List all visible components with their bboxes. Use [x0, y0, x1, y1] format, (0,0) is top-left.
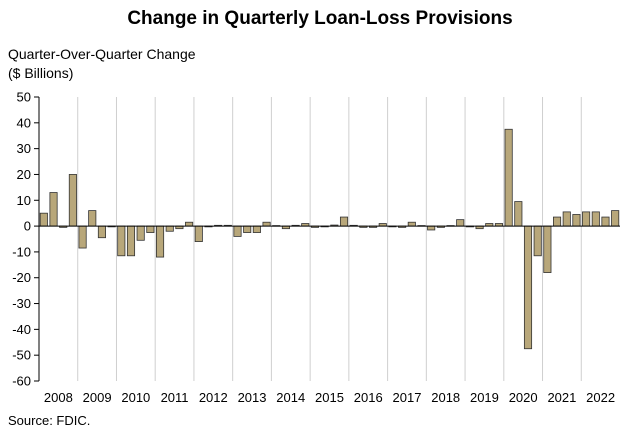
bar: [68, 174, 77, 227]
bar: [553, 216, 562, 227]
x-tick-label: 2019: [470, 390, 499, 405]
x-tick-label: 2011: [161, 390, 189, 405]
y-tick-label: 0: [24, 219, 31, 234]
y-tick-label: -50: [12, 348, 31, 363]
x-tick-label: 2015: [315, 390, 344, 405]
bar-layer: [39, 128, 620, 350]
x-tick-label: 2013: [238, 390, 267, 405]
x-tick-label: 2008: [44, 390, 73, 405]
y-tick-label: 50: [17, 90, 31, 105]
y-tick-label: -30: [12, 296, 31, 311]
bar: [155, 225, 165, 258]
y-tick-label: 40: [17, 115, 31, 130]
bar: [611, 210, 620, 227]
bar: [136, 225, 145, 241]
y-tick-label: 30: [17, 141, 31, 156]
y-tick-label: -60: [12, 374, 31, 389]
bar: [78, 225, 87, 249]
y-axis-label-line-1: Quarter-Over-Quarter Change: [8, 46, 196, 62]
bar: [543, 225, 552, 273]
bar: [39, 212, 48, 227]
x-tick-label: 2016: [354, 390, 383, 405]
bar: [562, 211, 571, 227]
y-tick-label: -40: [12, 322, 31, 337]
y-tick-label: -20: [12, 270, 31, 285]
bar: [339, 216, 349, 227]
bar: [88, 210, 97, 227]
bar: [126, 225, 136, 257]
bar: [523, 225, 533, 350]
x-tick-label: 2017: [393, 390, 422, 405]
bar: [49, 192, 58, 227]
bar: [427, 225, 436, 231]
bar: [165, 225, 174, 232]
bar: [252, 225, 261, 233]
bar: [504, 128, 513, 227]
x-tick-label: 2021: [547, 390, 576, 405]
bar: [572, 214, 581, 227]
x-tick-label: 2020: [509, 390, 538, 405]
bar: [243, 225, 252, 233]
grid-layer: [77, 97, 582, 381]
y-tick-label: -10: [12, 244, 31, 259]
x-tick-label: 2018: [431, 390, 460, 405]
bar: [185, 221, 194, 227]
bar: [262, 221, 271, 227]
x-tick-label: 2012: [199, 390, 228, 405]
bar: [97, 225, 106, 239]
bar: [456, 219, 465, 227]
y-tick-label: 10: [17, 193, 31, 208]
bar: [582, 211, 591, 227]
x-tick-label: 2014: [276, 390, 305, 405]
source-note: Source: FDIC.: [8, 413, 91, 428]
x-tick-label: 2022: [586, 390, 615, 405]
bar: [117, 225, 126, 257]
bar: [533, 225, 542, 257]
x-tick-label: 2009: [83, 390, 112, 405]
bar: [601, 216, 610, 227]
bar: [194, 225, 203, 242]
x-tick-label: 2010: [121, 390, 150, 405]
bar: [233, 225, 242, 237]
y-axis-label-line-2: ($ Billions): [8, 65, 74, 81]
bar: [514, 201, 523, 227]
bar: [407, 221, 416, 227]
y-tick-label: 20: [17, 167, 31, 182]
chart-title: Change in Quarterly Loan-Loss Provisions: [127, 8, 513, 29]
bar: [146, 225, 155, 233]
bar: [591, 211, 600, 227]
